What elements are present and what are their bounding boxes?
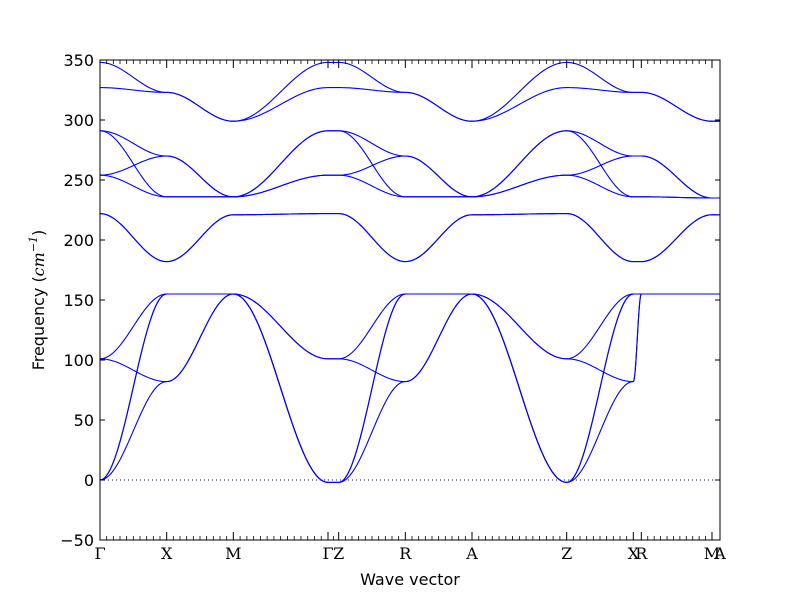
y-tick-label: 150 bbox=[63, 291, 94, 310]
phonon-band-8 bbox=[99, 174, 720, 199]
phonon-band-1 bbox=[99, 293, 720, 483]
series-layer bbox=[99, 61, 720, 483]
phonon-band-2 bbox=[99, 293, 720, 483]
x-qpoint-label: Γ bbox=[322, 544, 333, 563]
y-axis-title-unit: cm bbox=[29, 252, 48, 276]
y-axis-title: Frequency (cm−1) bbox=[27, 230, 48, 371]
phonon-band-3 bbox=[99, 293, 720, 483]
x-qpoint-label: X bbox=[628, 544, 640, 563]
ticks-layer bbox=[99, 59, 721, 541]
x-qpoint-label: R bbox=[399, 544, 412, 563]
x-qpoint-label: A bbox=[465, 544, 478, 563]
phonon-band-13 bbox=[99, 61, 720, 122]
y-tick-label: 250 bbox=[63, 171, 94, 190]
y-axis-title-suffix: ) bbox=[29, 230, 48, 236]
x-qpoint-label: A bbox=[713, 544, 726, 563]
y-tick-label: 200 bbox=[63, 231, 94, 250]
phonon-band-9 bbox=[99, 155, 720, 199]
y-tick-label: 350 bbox=[63, 51, 94, 70]
y-tick-label: 300 bbox=[63, 111, 94, 130]
y-tick-label: −50 bbox=[60, 531, 94, 550]
x-qpoint-label: X bbox=[161, 544, 173, 563]
x-qpoint-label: M bbox=[704, 544, 720, 563]
phonon-band-10 bbox=[99, 130, 720, 199]
y-axis-title-prefix: Frequency ( bbox=[29, 276, 48, 370]
y-axis-title-exponent: −1 bbox=[27, 236, 40, 252]
phonon-band-11 bbox=[99, 130, 720, 199]
y-tick-label: 0 bbox=[84, 471, 94, 490]
x-qpoint-label: R bbox=[635, 544, 648, 563]
x-axis-title: Wave vector bbox=[360, 570, 460, 589]
phonon-band-7 bbox=[99, 213, 720, 263]
plot-frame bbox=[99, 59, 721, 541]
x-qpoint-label: M bbox=[225, 544, 241, 563]
y-tick-label: 50 bbox=[74, 411, 94, 430]
phonon-band-5 bbox=[99, 293, 720, 360]
phonon-band-4 bbox=[99, 293, 720, 383]
x-qpoint-label: Z bbox=[333, 544, 344, 563]
x-qpoint-label: Γ bbox=[94, 544, 105, 563]
y-tick-label: 100 bbox=[63, 351, 94, 370]
x-qpoint-label: Z bbox=[561, 544, 572, 563]
phonon-band-6 bbox=[99, 213, 720, 263]
